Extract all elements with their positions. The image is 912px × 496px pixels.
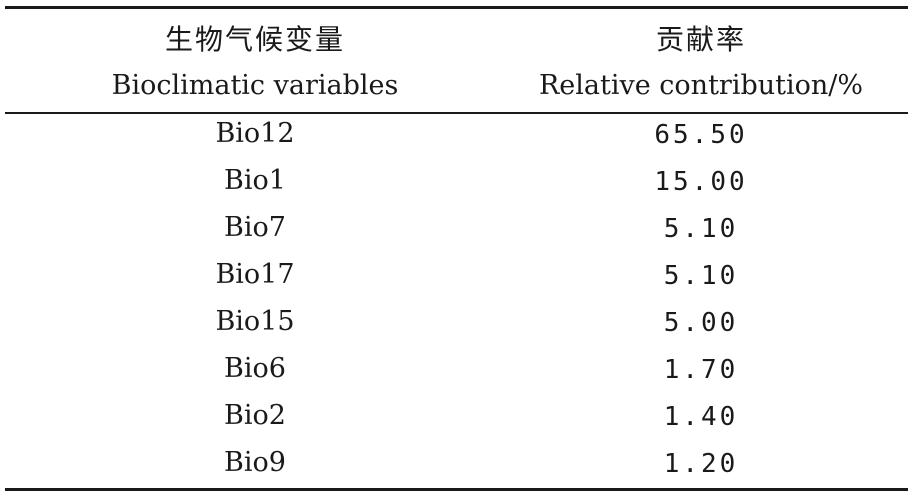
header-contribution-en: Relative contribution/%	[538, 70, 864, 101]
header-variables-zh: 生物气候变量	[164, 23, 346, 56]
table-bottom-rule	[5, 488, 908, 491]
variable-cell: Bio9	[224, 447, 286, 478]
contribution-cell: 1.40	[663, 402, 739, 432]
contribution-table: 生物气候变量 贡献率 Bioclimatic variables Relativ…	[5, 6, 908, 492]
contribution-cell: 1.70	[663, 355, 739, 385]
table-top-rule	[5, 6, 908, 9]
table-header-rule	[5, 112, 908, 114]
contribution-cell: 5.10	[663, 261, 739, 291]
variable-cell: Bio7	[224, 212, 286, 243]
header-variables-en: Bioclimatic variables	[111, 70, 399, 101]
contribution-cell: 1.20	[663, 449, 739, 479]
contribution-cell: 5.00	[663, 308, 739, 338]
variable-cell: Bio12	[215, 118, 295, 149]
contribution-cell: 5.10	[663, 214, 739, 244]
variable-cell: Bio1	[224, 165, 286, 196]
variable-cell: Bio6	[224, 353, 286, 384]
variable-cell: Bio15	[215, 306, 295, 337]
variable-cell: Bio2	[224, 400, 286, 431]
contribution-cell: 65.50	[654, 120, 748, 150]
variable-cell: Bio17	[215, 259, 295, 290]
header-contribution-zh: 贡献率	[655, 23, 747, 56]
contribution-cell: 15.00	[654, 167, 748, 197]
